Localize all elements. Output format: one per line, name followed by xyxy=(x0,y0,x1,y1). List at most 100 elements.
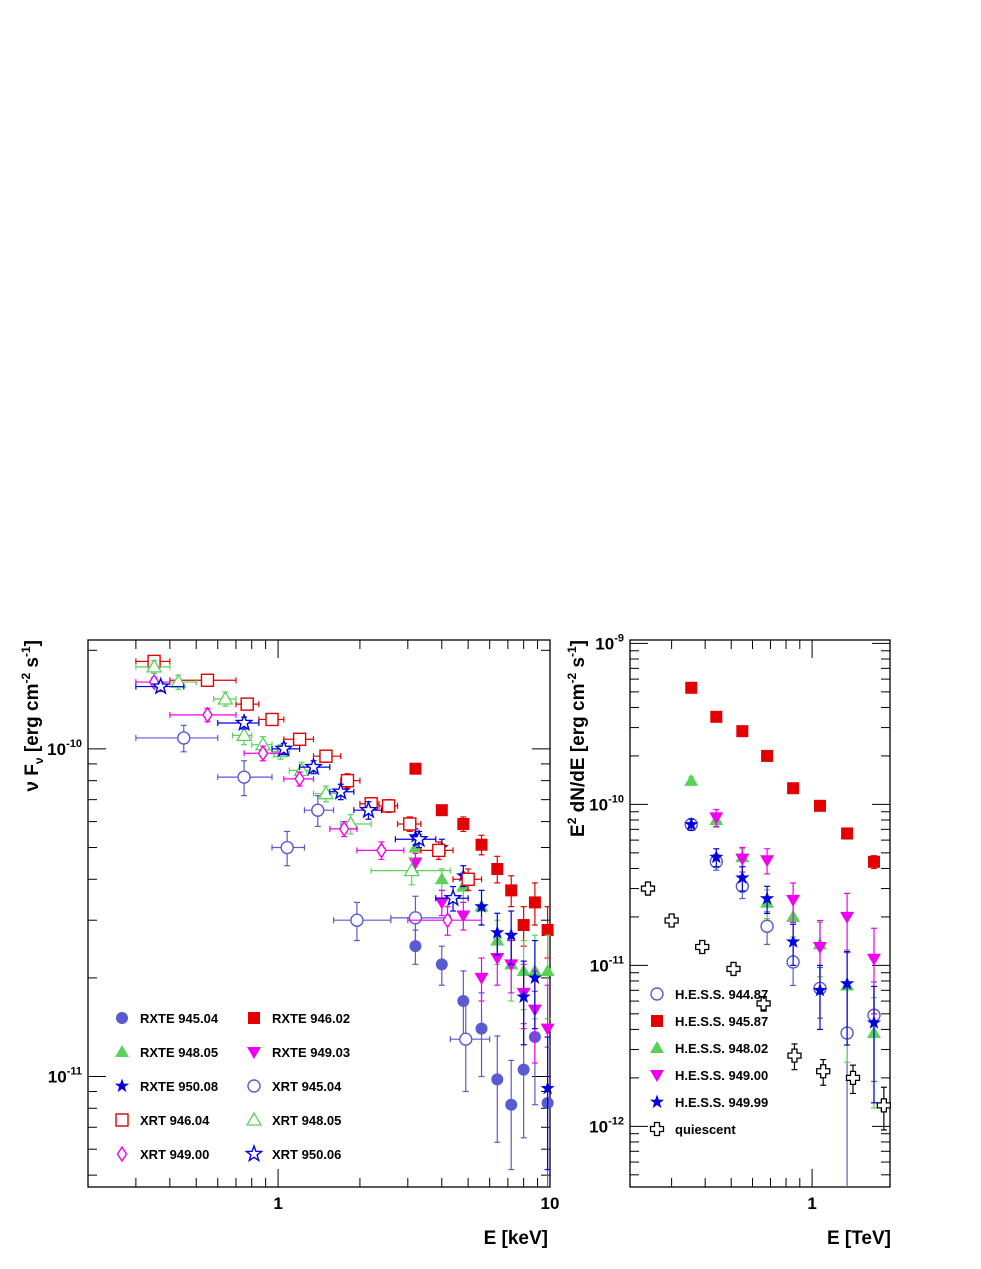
data-point xyxy=(331,781,351,800)
data-point xyxy=(709,812,724,825)
data-point xyxy=(202,706,213,724)
legend-label: H.E.S.S. 948.02 xyxy=(675,1041,768,1056)
data-point xyxy=(841,827,854,840)
data-point xyxy=(434,897,449,910)
legend-label: H.E.S.S. 949.00 xyxy=(675,1068,768,1083)
data-point xyxy=(257,744,269,762)
legend-marker xyxy=(115,1045,129,1057)
data-point xyxy=(726,961,741,977)
data-point xyxy=(540,963,555,976)
data-point xyxy=(710,710,723,723)
data-point xyxy=(504,959,519,972)
data-point xyxy=(845,1070,861,1086)
data-point xyxy=(787,1048,802,1063)
data-point xyxy=(376,842,387,859)
data-point xyxy=(876,1098,892,1113)
data-point xyxy=(435,958,448,971)
data-point xyxy=(866,1015,882,1029)
data-point xyxy=(812,982,828,997)
data-point xyxy=(684,817,699,831)
legend-marker xyxy=(244,1143,264,1163)
series-rxte-946-02 xyxy=(409,762,554,959)
data-point xyxy=(474,899,489,913)
legend-marker xyxy=(650,1070,664,1082)
x-axis-ticks xyxy=(87,640,551,1187)
y-tick-label: 10-10 xyxy=(47,738,82,759)
series-xrt-949-00 xyxy=(135,673,483,936)
data-point xyxy=(442,911,453,929)
data-point xyxy=(292,732,307,746)
data-point xyxy=(813,799,826,812)
data-point xyxy=(145,658,163,673)
y-axis-title-text: ν Fν [erg cm-2 s-1] xyxy=(19,640,46,792)
legend-marker xyxy=(649,1121,665,1137)
data-point xyxy=(517,1063,530,1076)
data-point xyxy=(786,894,801,907)
legend-label: XRT 949.00 xyxy=(140,1147,209,1162)
legend-label: XRT 945.04 xyxy=(272,1079,342,1094)
data-point xyxy=(517,919,530,932)
legend: RXTE 945.04 RXTE 946.02 RXTE 948.05 RXTE 94… xyxy=(114,1011,350,1163)
legend-marker xyxy=(115,1113,129,1127)
series-quiescent xyxy=(640,881,892,1131)
data-point xyxy=(408,829,423,843)
x-axis-title: E [keV] xyxy=(484,1228,548,1249)
data-point xyxy=(381,799,396,813)
data-point xyxy=(317,785,335,800)
data-point xyxy=(756,996,771,1011)
data-point xyxy=(294,770,305,788)
data-point xyxy=(235,727,253,741)
data-point xyxy=(540,1080,555,1095)
plot-frame xyxy=(629,639,891,1188)
data-point xyxy=(491,862,504,875)
data-point xyxy=(303,757,324,776)
data-point xyxy=(280,840,294,855)
data-point xyxy=(528,896,541,909)
y-axis-title: E2 dN/dE [erg cm-2 s-1] xyxy=(565,640,589,837)
data-point xyxy=(684,773,699,786)
series-xrt-950-06 xyxy=(135,676,469,912)
data-point xyxy=(234,712,254,732)
data-point xyxy=(866,953,881,966)
data-point xyxy=(240,697,254,711)
legend-marker xyxy=(649,1094,665,1109)
data-point xyxy=(640,881,656,896)
data-point xyxy=(760,855,775,868)
x-tick-label: 1 xyxy=(807,1194,816,1213)
data-point xyxy=(840,976,855,990)
legend-label: RXTE 950.08 xyxy=(140,1079,218,1094)
data-point xyxy=(434,872,449,885)
y-tick-label: 10-10 xyxy=(589,793,624,814)
y-tick-label: 10-9 xyxy=(595,632,624,653)
data-point xyxy=(177,731,191,745)
series-h-e-s-s-945-87 xyxy=(685,681,880,870)
legend-marker xyxy=(116,1012,128,1024)
legend-marker xyxy=(650,987,664,1001)
data-point xyxy=(685,681,698,694)
data-point xyxy=(505,1098,518,1111)
data-point xyxy=(217,690,234,705)
legend-label: XRT 946.04 xyxy=(140,1113,210,1128)
data-point xyxy=(265,712,279,727)
data-point xyxy=(432,843,446,858)
legend-label: XRT 948.05 xyxy=(272,1113,341,1128)
data-point xyxy=(812,942,827,955)
data-point xyxy=(505,884,518,897)
data-point xyxy=(474,972,489,985)
legend-label: quiescent xyxy=(675,1122,736,1137)
data-point xyxy=(200,673,215,687)
data-point xyxy=(735,870,750,884)
data-point xyxy=(338,820,350,838)
data-point xyxy=(350,913,364,927)
data-point xyxy=(840,911,855,924)
legend-marker xyxy=(245,1111,263,1126)
data-point xyxy=(403,817,417,831)
data-point xyxy=(274,738,294,758)
legend-label: H.E.S.S. 944.87 xyxy=(675,987,768,1002)
data-point xyxy=(695,939,710,955)
y-axis-title: ν Fν [erg cm-2 s-1] xyxy=(19,640,46,792)
data-point xyxy=(151,676,171,695)
data-point xyxy=(527,970,542,984)
